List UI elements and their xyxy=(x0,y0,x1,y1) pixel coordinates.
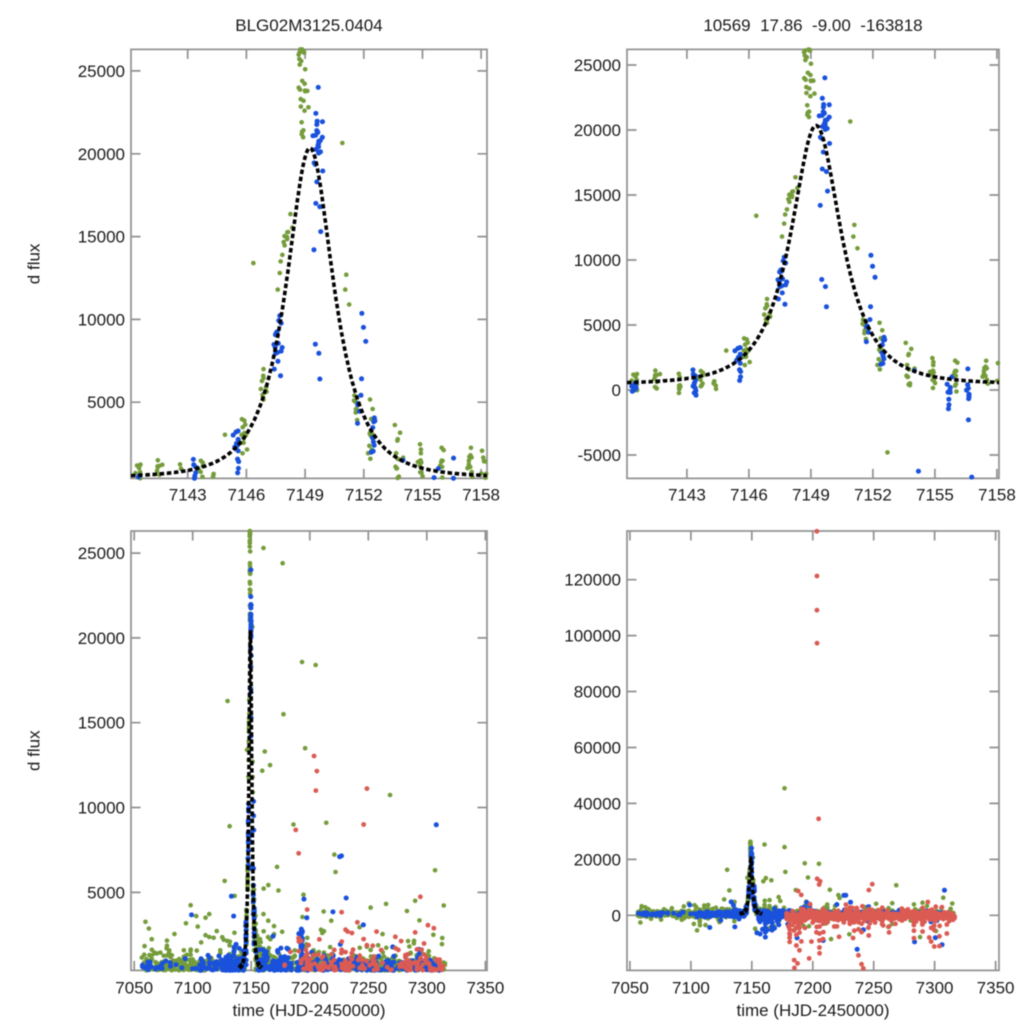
svg-text:25000: 25000 xyxy=(78,62,125,81)
svg-text:7300: 7300 xyxy=(916,979,954,998)
svg-text:7149: 7149 xyxy=(286,486,324,505)
svg-text:20000: 20000 xyxy=(78,629,125,648)
svg-text:0: 0 xyxy=(612,381,621,400)
svg-text:7150: 7150 xyxy=(733,979,771,998)
svg-text:10000: 10000 xyxy=(574,251,621,270)
svg-text:120000: 120000 xyxy=(564,571,621,590)
svg-text:60000: 60000 xyxy=(574,739,621,758)
svg-text:100000: 100000 xyxy=(564,627,621,646)
svg-text:15000: 15000 xyxy=(78,714,125,733)
svg-text:BLG02M3125.0404: BLG02M3125.0404 xyxy=(235,16,382,35)
svg-text:10000: 10000 xyxy=(78,799,125,818)
svg-text:7200: 7200 xyxy=(794,979,832,998)
svg-text:0: 0 xyxy=(612,906,621,925)
svg-text:40000: 40000 xyxy=(574,794,621,813)
svg-text:7152: 7152 xyxy=(854,486,892,505)
svg-text:d flux: d flux xyxy=(25,243,44,284)
svg-text:d flux: d flux xyxy=(25,730,44,771)
svg-text:10569 17.86 -9.00 -163818: 10569 17.86 -9.00 -163818 xyxy=(703,16,922,35)
svg-text:20000: 20000 xyxy=(78,145,125,164)
svg-text:20000: 20000 xyxy=(574,850,621,869)
svg-text:7143: 7143 xyxy=(668,486,706,505)
svg-text:7155: 7155 xyxy=(916,486,954,505)
svg-text:5000: 5000 xyxy=(87,393,125,412)
svg-text:7100: 7100 xyxy=(174,979,212,998)
svg-text:7200: 7200 xyxy=(291,979,329,998)
svg-text:7152: 7152 xyxy=(345,486,383,505)
svg-text:7250: 7250 xyxy=(855,979,893,998)
svg-text:7158: 7158 xyxy=(978,486,1016,505)
svg-text:7158: 7158 xyxy=(462,486,500,505)
svg-text:time (HJD-2450000): time (HJD-2450000) xyxy=(736,1001,889,1020)
svg-text:7100: 7100 xyxy=(672,979,710,998)
svg-text:7149: 7149 xyxy=(792,486,830,505)
svg-text:7143: 7143 xyxy=(169,486,207,505)
svg-text:7250: 7250 xyxy=(349,979,387,998)
svg-text:5000: 5000 xyxy=(87,883,125,902)
svg-text:7150: 7150 xyxy=(232,979,270,998)
svg-text:-5000: -5000 xyxy=(578,446,621,465)
svg-text:15000: 15000 xyxy=(574,186,621,205)
svg-text:7146: 7146 xyxy=(227,486,265,505)
svg-text:15000: 15000 xyxy=(78,228,125,247)
svg-text:20000: 20000 xyxy=(574,121,621,140)
svg-text:7050: 7050 xyxy=(115,979,153,998)
svg-text:80000: 80000 xyxy=(574,683,621,702)
svg-text:7155: 7155 xyxy=(404,486,442,505)
svg-text:7300: 7300 xyxy=(408,979,446,998)
svg-text:7146: 7146 xyxy=(730,486,768,505)
svg-text:25000: 25000 xyxy=(78,544,125,563)
svg-text:25000: 25000 xyxy=(574,56,621,75)
svg-text:7350: 7350 xyxy=(466,979,504,998)
svg-text:7050: 7050 xyxy=(611,979,649,998)
svg-text:5000: 5000 xyxy=(583,316,621,335)
svg-text:10000: 10000 xyxy=(78,310,125,329)
svg-text:time (HJD-2450000): time (HJD-2450000) xyxy=(232,1001,385,1020)
svg-text:7350: 7350 xyxy=(977,979,1015,998)
